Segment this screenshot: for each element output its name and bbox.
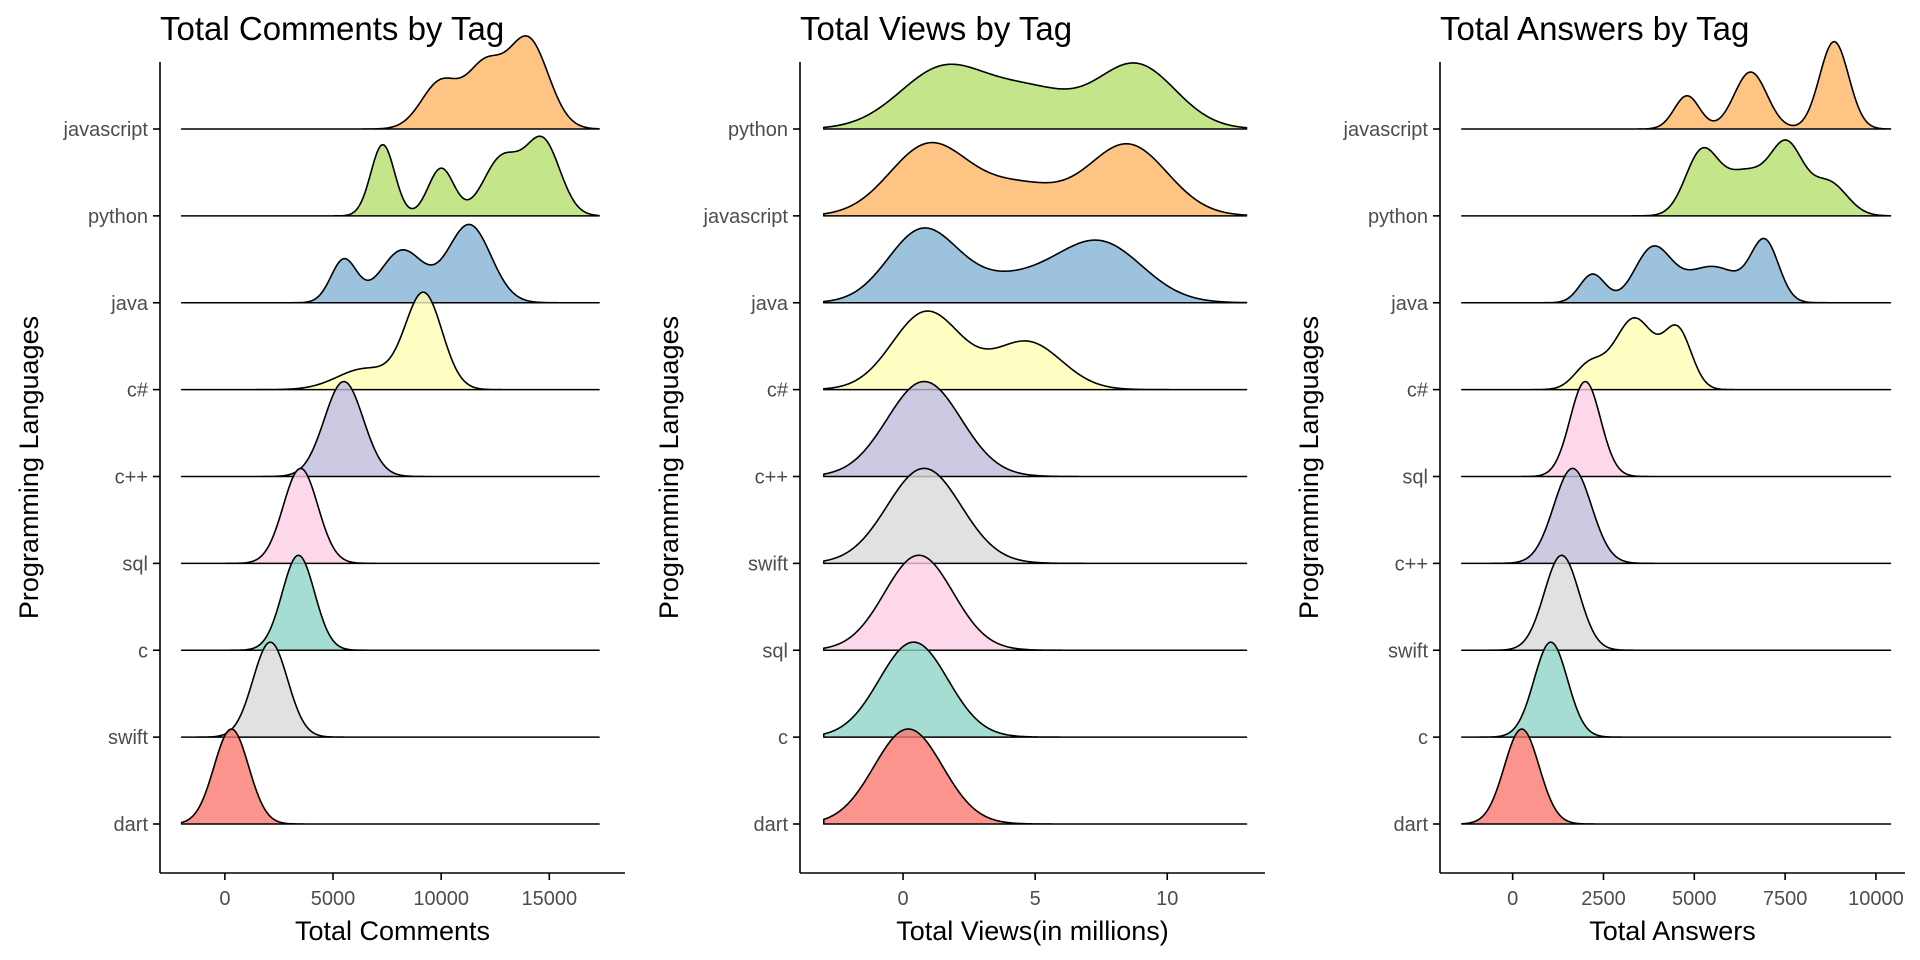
x-tick-label: 5000 [311,888,356,910]
x-tick-label: 7500 [1763,888,1808,910]
ridge-python [1461,139,1892,217]
x-axis-title: Total Answers [1589,916,1756,946]
ridge-sql [180,467,600,565]
ridge-csharp [1461,317,1892,391]
y-tick-label-swift: swift [748,553,788,575]
ridge-javascript [822,141,1248,217]
ridge-python [180,135,600,217]
x-tick-label: 10000 [1848,888,1904,910]
ridge-sql [1461,380,1892,478]
y-tick-label-c: c [778,727,788,749]
y-tick-label-cplusplus: c++ [755,467,788,489]
y-axis-title: Programming Languages [654,316,684,619]
chart-panel-1: dart swift c sql c++ c# java python javascript 0 5… [14,10,625,946]
x-tick-label: 0 [1507,888,1518,910]
ridge-dart [822,728,1248,825]
ridge-java [822,227,1248,304]
y-axis-title: Programming Languages [14,316,44,619]
ridge-java [1461,237,1892,304]
ridges [1461,40,1892,825]
x-tick-label: 10000 [413,888,469,910]
y-axis-title: Programming Languages [1294,316,1324,619]
ridge-cplusplus [180,380,600,478]
chart-title: Total Answers by Tag [1440,10,1749,47]
y-tick-label-python: python [88,206,148,228]
y-tick-label-swift: swift [1388,640,1428,662]
ridge-python [822,62,1248,130]
ridge-swift [822,467,1248,565]
y-tick-label-c: c [138,640,148,662]
x-tick-label: 5 [1030,888,1041,910]
chart-panel-3: dart c swift c++ sql c# java python javascript 0 2… [1294,10,1905,946]
y-tick-label-dart: dart [1394,814,1429,836]
x-tick-label: 5000 [1672,888,1717,910]
y-tick-label-cplusplus: c++ [1395,553,1428,575]
chart-title: Total Comments by Tag [160,10,504,47]
y-tick-label-sql: sql [1402,467,1428,489]
ridge-java [180,223,600,304]
y-tick-label-dart: dart [114,814,149,836]
x-axis-title: Total Comments [295,916,490,946]
y-tick-label-c: c [1418,727,1428,749]
x-tick-label: 10 [1156,888,1178,910]
ridge-c [822,641,1248,738]
ridge-csharp [180,291,600,391]
ridge-swift [1461,554,1892,652]
y-tick-label-java: java [1390,293,1429,315]
ridge-c [180,554,600,652]
x-axis-title: Total Views(in millions) [896,916,1169,946]
y-tick-label-csharp: c# [127,380,149,402]
y-tick-label-swift: swift [108,727,148,749]
ridge-dart [180,728,600,825]
y-tick-label-dart: dart [754,814,789,836]
y-tick-label-java: java [110,293,149,315]
x-tick-label: 0 [219,888,230,910]
y-tick-label-cplusplus: c++ [115,467,148,489]
ridge-javascript [180,35,600,130]
ridge-cplusplus [822,380,1248,478]
ridge-sql [822,554,1248,652]
ridges [822,62,1248,825]
y-tick-label-python: python [1368,206,1428,228]
ridge-cplusplus [1461,467,1892,565]
ridge-csharp [822,310,1248,391]
y-tick-label-sql: sql [122,553,148,575]
y-tick-label-javascript: javascript [63,119,149,141]
ridge-c [1461,641,1892,738]
y-tick-label-javascript: javascript [703,206,789,228]
y-tick-label-python: python [728,119,788,141]
ridge-javascript [1461,40,1892,130]
y-tick-label-csharp: c# [1407,380,1429,402]
x-tick-label: 0 [897,888,908,910]
x-tick-label: 15000 [521,888,577,910]
y-tick-label-csharp: c# [767,380,789,402]
y-tick-label-javascript: javascript [1343,119,1429,141]
ridges [180,35,600,825]
chart-panel-2: dart c sql swift c++ c# java javascript python 0 5… [654,10,1265,946]
ridge-dart [1461,728,1892,825]
chart-title: Total Views by Tag [800,10,1072,47]
x-tick-label: 2500 [1581,888,1626,910]
ridge-swift [180,641,600,738]
y-tick-label-sql: sql [762,640,788,662]
y-tick-label-java: java [750,293,789,315]
